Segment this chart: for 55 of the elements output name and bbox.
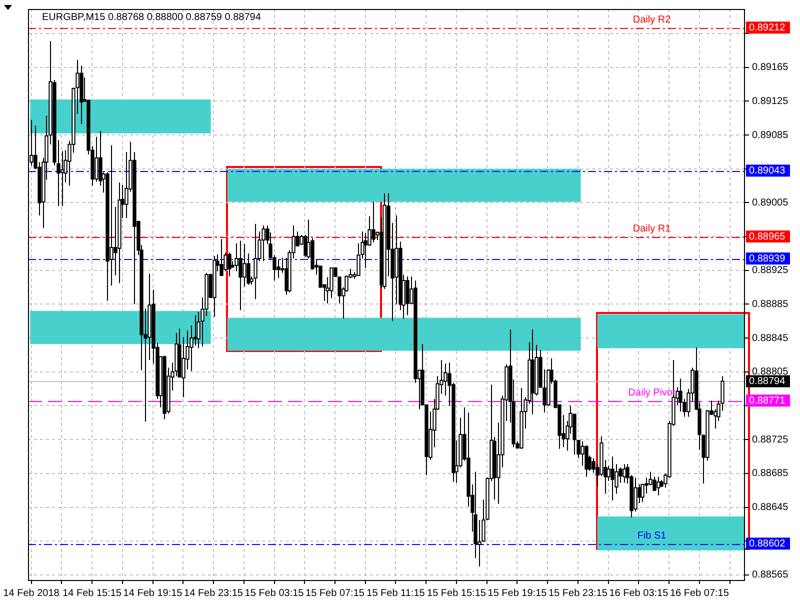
y-tick-label: 0.89165 [752,62,789,74]
y-tick-label: 0.88565 [752,570,789,581]
y-tick-label: 0.88725 [752,434,789,446]
candlestick [242,244,246,287]
candlestick [580,440,584,466]
y-tick-label: 0.89005 [752,197,789,208]
x-tick-label: 15 Feb 03:15 [244,588,304,599]
x-tick-label: 14 Feb 19:15 [123,588,183,599]
candlestick [372,201,376,243]
text: 0.88602 [749,538,786,550]
candlestick [60,150,64,207]
y-tick-label: 0.88925 [752,265,789,276]
candlestick [606,465,610,482]
y-tick-label: 0.89085 [752,130,789,141]
candlestick [110,144,114,286]
x-tick-label: 15 Feb 19:15 [488,588,548,599]
y-tick-label: 0.89125 [752,96,789,107]
candlestick [276,258,280,279]
candlestick [94,136,98,182]
text: 0.88771 [749,395,786,406]
y-tick-label: 0.88885 [752,298,789,310]
x-tick-label: 16 Feb 07:15 [670,588,730,599]
candlestick [584,445,588,478]
candlestick [254,223,258,300]
x-tick-label: 16 Feb 03:15 [609,588,669,599]
text: 0.88939 [749,253,786,264]
y-tick-label: 0.88685 [752,468,789,480]
y-tick-label: 0.88845 [752,332,789,344]
y-tick-label: 0.88805 [752,366,789,378]
candlestick [228,252,232,277]
text: 0.88965 [749,231,786,242]
ref-line-label: Daily R1 [632,223,672,234]
x-tick-label: 14 Feb 15:15 [62,588,122,599]
x-tick-label: 15 Feb 07:15 [306,588,365,599]
text: 0.88794 [749,376,786,387]
candlestick [656,476,660,496]
text: 0.89043 [749,165,786,176]
candlestick [364,232,368,268]
x-tick-label: 15 Feb 15:15 [427,588,486,599]
candlestick [610,456,614,501]
candlestick [634,477,638,512]
candlestick [220,238,224,276]
candlestick [678,378,682,412]
ref-line-label: Daily R2 [632,14,672,26]
chart-title: EURGBP,M15 0.88768 0.88800 0.88759 0.88794 [42,12,262,23]
x-tick-label: 15 Feb 23:15 [548,588,608,599]
candlestick [406,276,410,316]
x-tick-label: 15 Feb 11:15 [366,588,426,599]
x-tick-label: 14 Feb 23:15 [184,588,244,599]
candlestick [262,225,266,262]
ref-line-label: Fib S1 [637,530,667,542]
candlestick [238,240,242,311]
y-tick-label: 0.88645 [752,502,789,513]
text: 0.89212 [749,22,786,34]
x-tick-label: 14 Feb 2018 [3,588,60,599]
